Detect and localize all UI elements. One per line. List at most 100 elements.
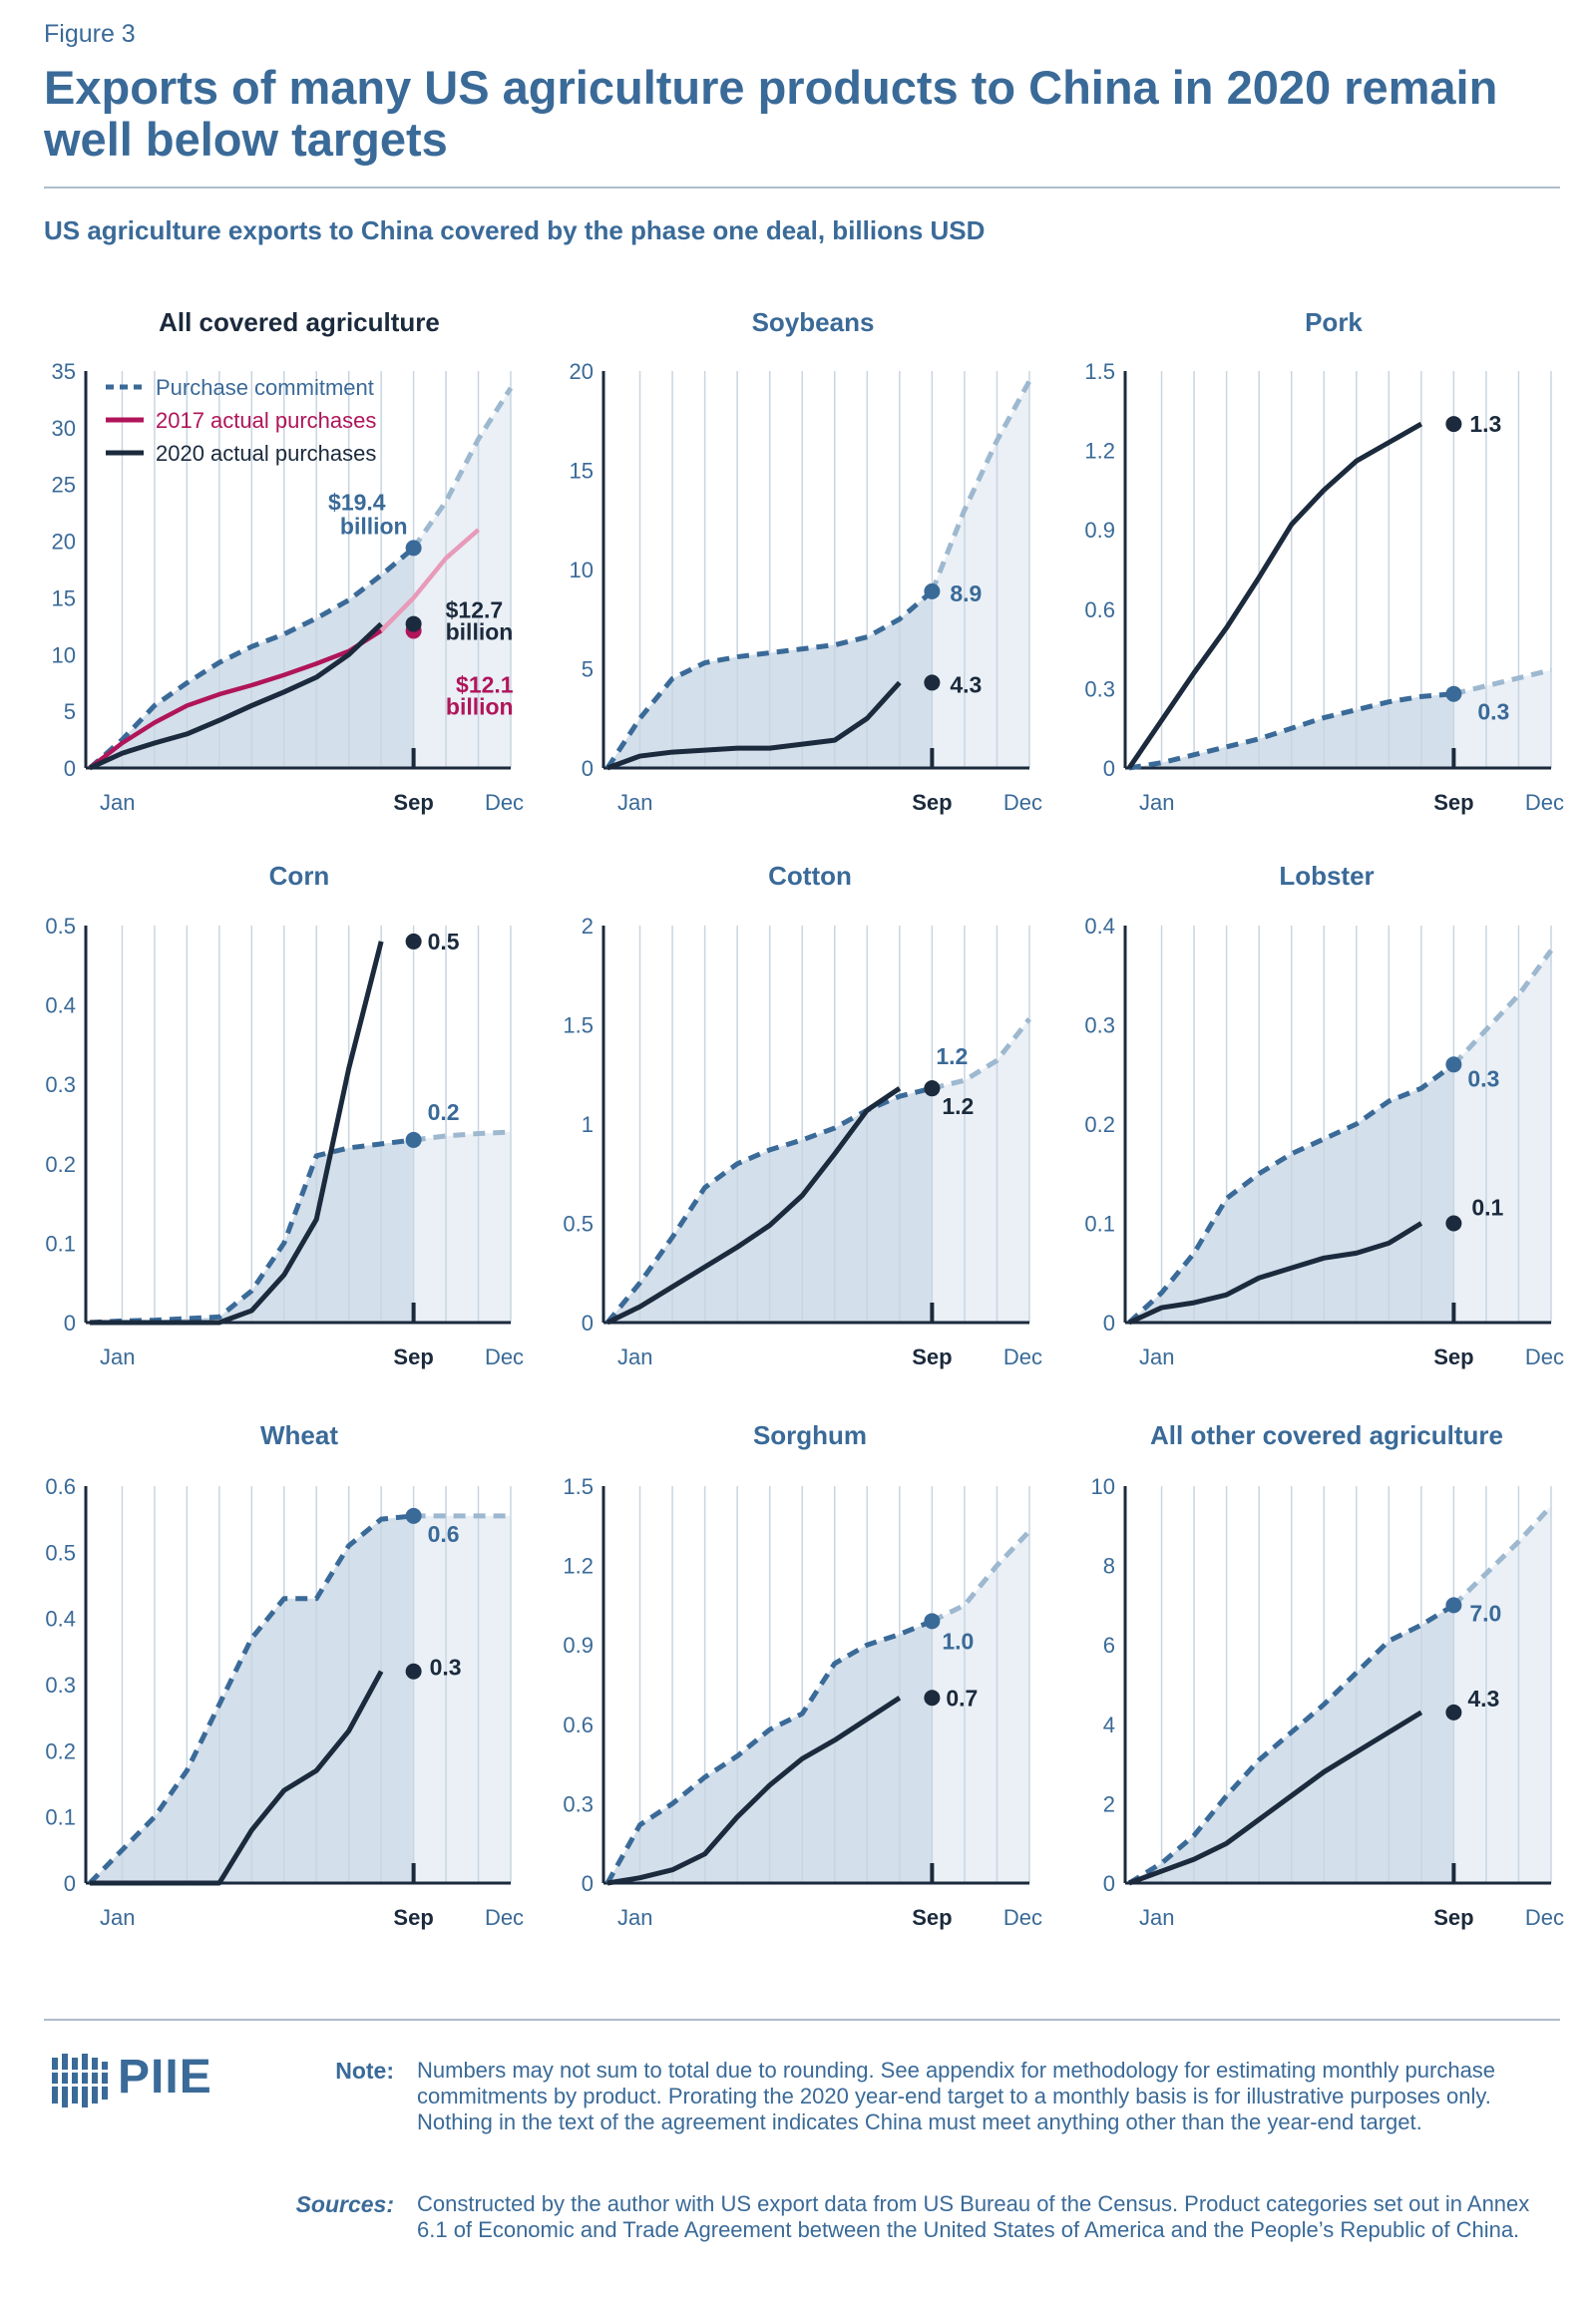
chart-panel-6: 0 0.1 0.2 0.3 0.4 0.5 0.6 Jan Sep Dec 0.6 0.3: [45, 1474, 524, 1930]
commitment-line: [1128, 691, 1454, 771]
data-label: 0.7: [946, 1685, 978, 1711]
actual-2020-marker: [924, 1690, 941, 1707]
panel-title-corn: Corn: [268, 861, 330, 891]
commitment-area-remaining: [1453, 950, 1551, 1323]
actual-2020-line: [88, 621, 383, 771]
panel-title-other: All other covered agriculture: [1150, 1420, 1503, 1450]
commitment-area-remaining: [932, 380, 1029, 768]
data-label: 8.9: [950, 580, 982, 606]
y-tick-label: 0: [1103, 1871, 1115, 1896]
y-tick-label: 0.4: [1084, 914, 1115, 939]
chart-panel-4: 0 0.5 1 1.5 2 Jan Sep Dec 1.2 1.2: [563, 914, 1042, 1369]
x-tick-label: Sep: [1433, 1344, 1473, 1369]
note-text: Numbers may not sum to total due to roun…: [417, 2058, 1496, 2134]
y-tick-label: 15: [52, 585, 76, 610]
y-tick-label: 0: [582, 1871, 594, 1896]
y-tick-label: 2: [1103, 1791, 1115, 1816]
x-tick-label: Jan: [100, 1905, 135, 1930]
data-label: 0.6: [428, 1521, 460, 1547]
x-tick-label: Dec: [485, 790, 524, 815]
panel-title-soybeans: Soybeans: [751, 307, 875, 337]
piie-logo-icon: [50, 2054, 112, 2107]
x-tick-label: Jan: [100, 790, 135, 815]
data-label: 0.1: [1471, 1195, 1503, 1221]
data-label: 1.3: [1469, 411, 1501, 437]
commitment-line-projection: [1452, 667, 1552, 697]
y-tick-label: 0.1: [45, 1805, 76, 1830]
legend: Purchase commitment 2017 actual purchases…: [106, 375, 376, 466]
commitment-line-projection: [1451, 1504, 1553, 1608]
y-tick-label: 15: [570, 459, 594, 484]
commitment-area-remaining: [932, 1531, 1029, 1883]
y-tick-label: 0.3: [45, 1072, 76, 1097]
x-tick-label: Dec: [1003, 790, 1042, 815]
panel-title-wheat: Wheat: [260, 1420, 338, 1450]
y-tick-label: 0.3: [563, 1791, 594, 1816]
y-tick-label: 0.2: [1084, 1112, 1115, 1137]
x-tick-label: Dec: [1003, 1905, 1042, 1930]
y-tick-label: 0.6: [1084, 597, 1115, 622]
actual-2020-marker: [405, 1663, 422, 1680]
y-tick-label: 0.5: [45, 1540, 76, 1565]
y-tick-label: 0.5: [563, 1212, 594, 1237]
y-tick-label: 1.2: [1084, 439, 1115, 464]
y-tick-label: 20: [52, 530, 76, 555]
commitment-area-remaining: [1453, 1505, 1551, 1883]
x-tick-label: Dec: [485, 1344, 524, 1369]
data-label: 4.3: [950, 671, 982, 697]
legend-2020-label: 2020 actual purchases: [156, 441, 376, 466]
legend-commitment-label: Purchase commitment: [156, 375, 374, 400]
chart-panel-7: 0 0.3 0.6 0.9 1.2 1.5 Jan Sep Dec 1.0 0.7: [563, 1474, 1042, 1930]
actual-2020-marker: [405, 933, 422, 950]
y-tick-label: 1.5: [1084, 359, 1115, 384]
y-tick-label: 0: [64, 1311, 76, 1336]
actual-2020-marker: [1445, 1704, 1462, 1721]
x-tick-label: Dec: [1525, 1905, 1564, 1930]
y-tick-label: 25: [52, 473, 76, 498]
x-tick-label: Jan: [1139, 790, 1174, 815]
commitment-area-to-date: [90, 1139, 414, 1323]
y-tick-label: 1.2: [563, 1554, 594, 1579]
y-tick-label: 6: [1103, 1633, 1115, 1658]
x-tick-label: Sep: [912, 790, 952, 815]
y-tick-label: 0: [1103, 756, 1115, 781]
data-label: 0.3: [1477, 699, 1509, 725]
y-tick-label: 5: [582, 657, 594, 682]
figure-label: Figure 3: [44, 20, 136, 48]
y-tick-label: 10: [1091, 1474, 1115, 1499]
x-tick-label: Dec: [1003, 1344, 1042, 1369]
legend-2017-label: 2017 actual purchases: [156, 408, 376, 433]
y-tick-label: 10: [52, 642, 76, 667]
actual-2020-marker: [924, 674, 941, 691]
note-label: Note:: [335, 2058, 394, 2084]
actual-2017-line-later: [379, 528, 481, 632]
commitment-marker: [405, 1131, 422, 1148]
chart-panel-2: 0 0.3 0.6 0.9 1.2 1.5 Jan Sep Dec 0.3 1.3: [1084, 359, 1564, 815]
x-tick-label: Jan: [617, 1905, 652, 1930]
commitment-line-projection: [930, 379, 1032, 592]
commitment-marker: [924, 582, 941, 599]
y-tick-label: 0: [64, 756, 76, 781]
x-tick-label: Sep: [393, 1344, 433, 1369]
panel-title-sorghum: Sorghum: [752, 1420, 868, 1450]
data-label: 0.3: [1467, 1065, 1499, 1091]
commitment-line-projection: [411, 386, 514, 550]
sources-text: Constructed by the author with US export…: [417, 2191, 1530, 2242]
data-label: 0.3: [430, 1655, 462, 1681]
piie-logo-text: PIIE: [118, 2051, 212, 2104]
data-label: $19.4: [328, 489, 386, 515]
y-tick-label: 2: [582, 914, 594, 939]
y-tick-label: 8: [1103, 1554, 1115, 1579]
data-label: billion: [340, 513, 408, 539]
panel-title-pork: Pork: [1305, 307, 1363, 337]
y-tick-label: 1.5: [563, 1013, 594, 1038]
data-label: 0.2: [428, 1099, 460, 1125]
x-tick-label: Jan: [1139, 1905, 1174, 1930]
y-tick-label: 30: [52, 416, 76, 441]
commitment-line: [1127, 1062, 1455, 1325]
y-tick-label: 0: [582, 756, 594, 781]
x-tick-label: Sep: [393, 1905, 433, 1930]
chart-panel-3: 0 0.1 0.2 0.3 0.4 0.5 Jan Sep Dec 0.2 0.5: [45, 914, 524, 1369]
